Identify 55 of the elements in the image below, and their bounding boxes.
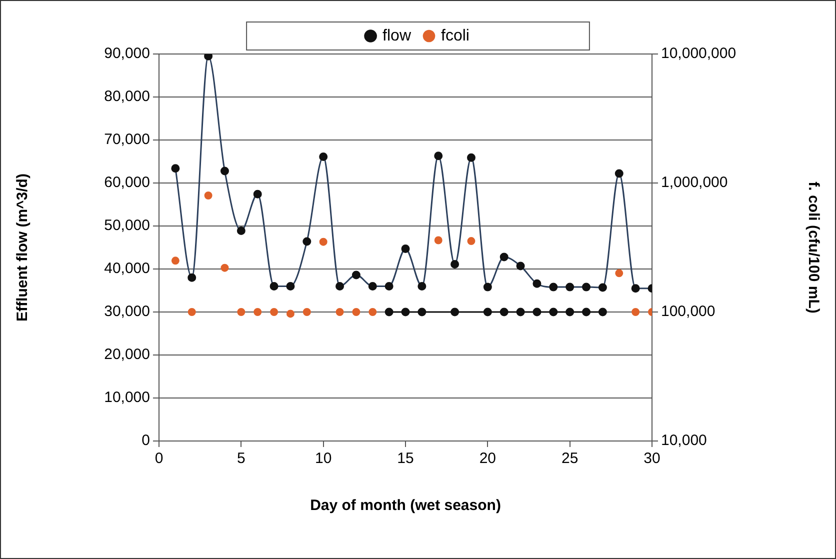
y-tick-label: 60,000 [104, 174, 150, 192]
point [368, 308, 377, 316]
y-tick-label: 80,000 [104, 88, 150, 106]
point [336, 308, 344, 316]
y2-tick-label: 10,000 [661, 432, 707, 450]
y2-tick-label: 100,000 [661, 303, 716, 320]
point [549, 308, 558, 316]
point [598, 308, 607, 316]
x-tick-label: 20 [479, 450, 496, 468]
y-tick-label: 10,000 [104, 389, 150, 406]
point [254, 308, 262, 316]
point [171, 256, 180, 265]
y-tick-label: 20,000 [104, 346, 150, 364]
y-axis-title: Effluent flow (m^3/d) [14, 174, 32, 322]
point [220, 264, 229, 272]
point [204, 192, 212, 200]
point [532, 308, 542, 316]
x-axis-title: Day of month (wet season) [310, 497, 501, 514]
x-tick-label: 5 [236, 450, 246, 468]
x-tick-label: 10 [314, 450, 332, 468]
x-tick-label: 30 [644, 450, 660, 468]
point [352, 308, 360, 316]
x-tick-label: 0 [154, 450, 164, 468]
point [270, 308, 278, 316]
point [384, 308, 394, 316]
legend-label: fcoli [441, 27, 470, 44]
point [319, 238, 328, 246]
point [418, 308, 426, 316]
y2-tick-label: 1,000,000 [661, 174, 728, 192]
point [516, 308, 525, 316]
point [450, 308, 460, 316]
point [500, 308, 508, 316]
y-tick-label: 50,000 [104, 217, 150, 234]
y-tick-label: 30,000 [104, 303, 150, 320]
point [434, 236, 442, 244]
y-tick-label: 90,000 [104, 45, 150, 62]
point [401, 308, 410, 316]
x-tick-label: 25 [561, 450, 578, 468]
point [582, 308, 591, 316]
point [483, 308, 492, 316]
point [302, 308, 311, 316]
x-tick-label: 15 [397, 450, 414, 468]
legend-label: flow [382, 27, 412, 44]
y2-tick-label: 10,000,000 [661, 45, 736, 62]
point [566, 308, 574, 316]
y2-axis-title: f. coli (cfu/100 mL) [804, 182, 822, 314]
point [615, 269, 624, 278]
point [286, 310, 294, 318]
point [467, 237, 476, 246]
y-tick-label: 40,000 [104, 260, 150, 278]
point [188, 308, 196, 316]
y-tick-label: 0 [142, 432, 150, 450]
point [237, 308, 246, 316]
y-tick-label: 70,000 [104, 131, 150, 148]
point [632, 308, 640, 316]
